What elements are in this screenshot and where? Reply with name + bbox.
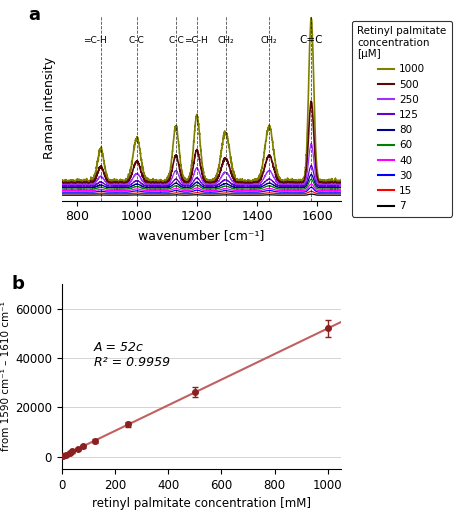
Y-axis label: Raman intensity: Raman intensity: [43, 57, 56, 159]
Text: A = 52c
R² = 0.9959: A = 52c R² = 0.9959: [93, 341, 170, 369]
Text: CH₂: CH₂: [261, 36, 277, 45]
X-axis label: wavenumber [cm⁻¹]: wavenumber [cm⁻¹]: [138, 229, 264, 242]
Text: a: a: [28, 6, 40, 24]
Text: C-C: C-C: [129, 36, 145, 45]
Text: CH₂: CH₂: [217, 36, 234, 45]
Text: C-C: C-C: [168, 36, 184, 45]
X-axis label: retinyl palmitate concentration [mM]: retinyl palmitate concentration [mM]: [92, 497, 311, 510]
Legend: 1000, 500, 250, 125, 80, 60, 40, 30, 15, 7: 1000, 500, 250, 125, 80, 60, 40, 30, 15,…: [352, 21, 452, 217]
Text: C=C: C=C: [300, 35, 323, 45]
Text: =C-H: =C-H: [83, 36, 107, 45]
Text: =C-H: =C-H: [183, 36, 207, 45]
Y-axis label: Raman intensity integrated
from 1590 cm⁻¹ – 1610 cm⁻¹: Raman intensity integrated from 1590 cm⁻…: [0, 302, 11, 451]
Text: b: b: [11, 275, 24, 293]
